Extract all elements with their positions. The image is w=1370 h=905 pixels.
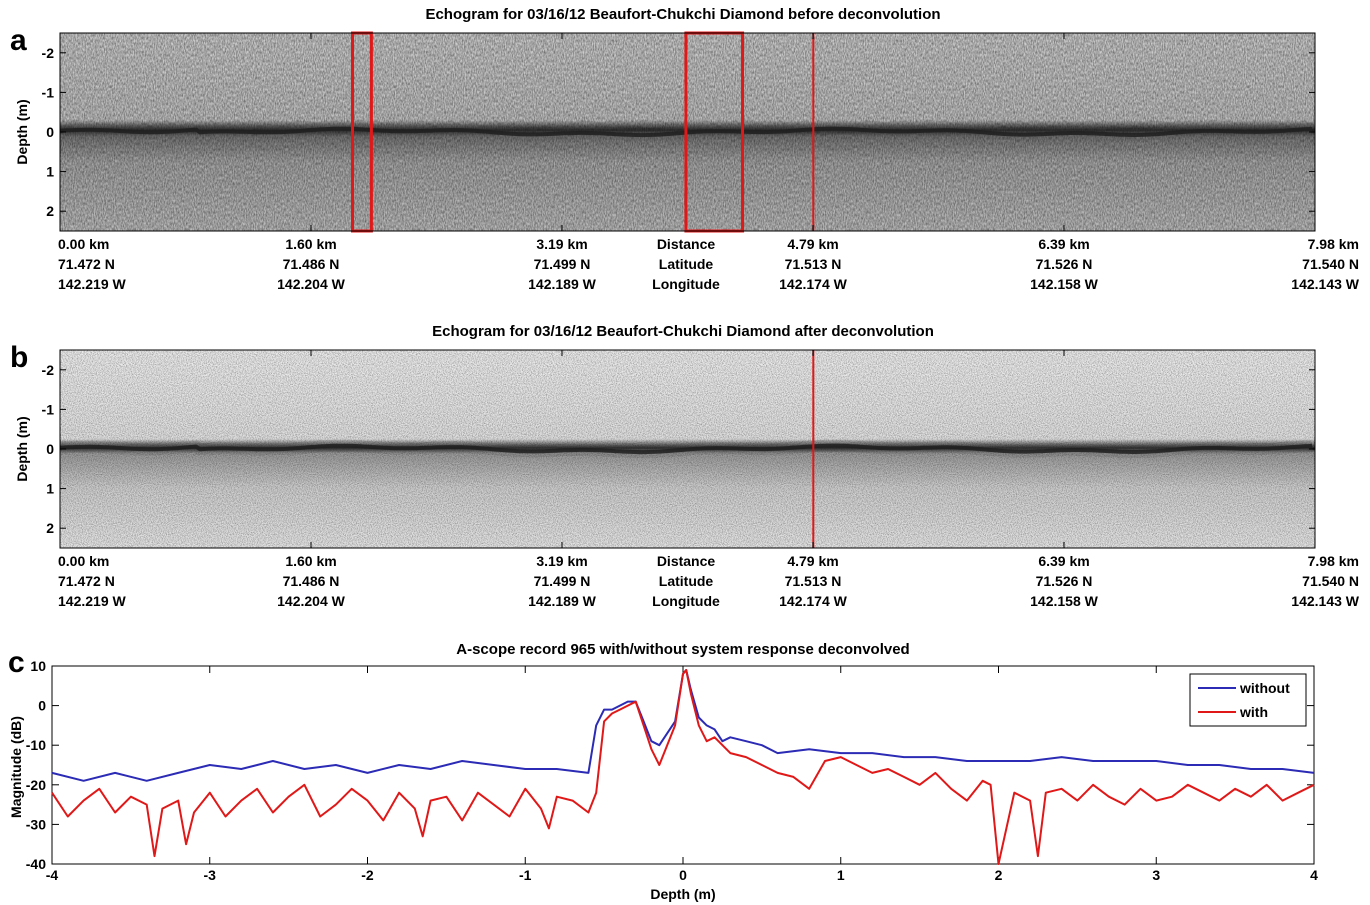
y-tick-label: 1 <box>46 164 54 180</box>
y-tick-label: -10 <box>26 737 46 753</box>
x-tick-label: 71.513 N <box>785 573 842 589</box>
x-tick-label: 71.526 N <box>1036 256 1093 272</box>
y-tick-label: -1 <box>42 84 55 100</box>
legend: without with <box>1189 673 1307 727</box>
y-tick-label: 2 <box>46 203 54 219</box>
x-tick-label: 142.204 W <box>277 593 345 609</box>
x-tick-label: 71.540 N <box>1302 256 1359 272</box>
x-tick-label: 142.204 W <box>277 276 345 292</box>
panel-a-ylabel: Depth (m) <box>14 99 30 164</box>
x-tick-label: 71.526 N <box>1036 573 1093 589</box>
x-tick-label: 2 <box>995 867 1003 883</box>
x-tick-label: 1.60 km <box>285 553 336 569</box>
x-tick-label: -1 <box>519 867 532 883</box>
echogram-panel-b: b Echogram for 03/16/12 Beaufort-Chukchi… <box>10 323 1360 609</box>
x-tick-label: -4 <box>46 867 59 883</box>
x-tick-label: 4.79 km <box>787 553 838 569</box>
panel-letter-a: a <box>10 24 27 57</box>
x-axis-name: Longitude <box>652 276 720 292</box>
x-tick-label: 71.486 N <box>283 573 340 589</box>
x-tick-label: 142.189 W <box>528 276 596 292</box>
x-tick-label: 71.499 N <box>534 256 591 272</box>
x-axis-name: Latitude <box>659 573 714 589</box>
x-tick-label: 71.499 N <box>534 573 591 589</box>
y-tick-label: -40 <box>26 856 46 872</box>
x-tick-label: 0.00 km <box>58 553 109 569</box>
x-axis-name: Longitude <box>652 593 720 609</box>
panel-letter-c: c <box>8 646 25 679</box>
panel-c-xlabel: Depth (m) <box>650 886 715 902</box>
x-tick-label: -3 <box>204 867 217 883</box>
panel-a-title: Echogram for 03/16/12 Beaufort-Chukchi D… <box>425 6 940 23</box>
x-tick-label: 7.98 km <box>1308 236 1359 252</box>
y-tick-label: 2 <box>46 520 54 536</box>
legend-label-without: without <box>1239 680 1290 696</box>
x-tick-label: 0 <box>679 867 687 883</box>
x-tick-label: -2 <box>361 867 374 883</box>
series-line-with <box>51 669 1315 865</box>
ascope-panel-c: c A-scope record 965 with/without system… <box>8 641 1318 902</box>
x-tick-label: 3 <box>1152 867 1160 883</box>
x-tick-label: 71.472 N <box>58 573 115 589</box>
x-tick-label: 3.19 km <box>536 236 587 252</box>
y-tick-label: -20 <box>26 777 46 793</box>
plot-c-frame <box>51 665 1315 865</box>
x-tick-label: 71.472 N <box>58 256 115 272</box>
y-tick-label: 0 <box>46 124 54 140</box>
x-tick-label: 4 <box>1310 867 1318 883</box>
panel-c-title: A-scope record 965 with/without system r… <box>456 641 909 658</box>
x-tick-label: 1 <box>837 867 845 883</box>
y-tick-label: -2 <box>42 362 55 378</box>
echogram-panel-a: a Echogram for 03/16/12 Beaufort-Chukchi… <box>10 6 1360 292</box>
surface-echo-halo <box>59 439 1313 459</box>
x-tick-label: 142.158 W <box>1030 276 1098 292</box>
y-tick-label: -30 <box>26 816 46 832</box>
legend-box <box>1189 673 1307 727</box>
surface-echo <box>59 443 1313 455</box>
y-tick-label: -1 <box>42 401 55 417</box>
x-tick-label: 142.158 W <box>1030 593 1098 609</box>
x-tick-label: 6.39 km <box>1038 236 1089 252</box>
x-tick-label: 142.143 W <box>1291 276 1359 292</box>
panel-b-title: Echogram for 03/16/12 Beaufort-Chukchi D… <box>432 323 934 340</box>
panel-b-ylabel: Depth (m) <box>14 416 30 481</box>
x-tick-label: 71.513 N <box>785 256 842 272</box>
x-tick-label: 4.79 km <box>787 236 838 252</box>
x-tick-label: 142.219 W <box>58 276 126 292</box>
y-tick-label: -2 <box>42 45 55 61</box>
y-tick-label: 0 <box>38 698 46 714</box>
y-tick-label: 10 <box>30 658 46 674</box>
echogram-b-surface <box>59 439 1313 459</box>
x-tick-label: 6.39 km <box>1038 553 1089 569</box>
x-tick-label: 142.219 W <box>58 593 126 609</box>
x-tick-label: 142.189 W <box>528 593 596 609</box>
y-tick-label: 1 <box>46 481 54 497</box>
x-tick-label: 142.174 W <box>779 276 847 292</box>
x-tick-label: 142.174 W <box>779 593 847 609</box>
legend-label-with: with <box>1239 704 1268 720</box>
x-tick-label: 1.60 km <box>285 236 336 252</box>
x-tick-label: 3.19 km <box>536 553 587 569</box>
x-tick-label: 7.98 km <box>1308 553 1359 569</box>
x-axis-name: Distance <box>657 236 716 252</box>
x-tick-label: 71.486 N <box>283 256 340 272</box>
x-tick-label: 142.143 W <box>1291 593 1359 609</box>
y-tick-label: 0 <box>46 441 54 457</box>
x-axis-name: Distance <box>657 553 716 569</box>
panel-c-ylabel: Magnitude (dB) <box>8 716 24 818</box>
x-tick-label: 71.540 N <box>1302 573 1359 589</box>
x-tick-label: 0.00 km <box>58 236 109 252</box>
panel-letter-b: b <box>10 341 28 374</box>
x-axis-name: Latitude <box>659 256 714 272</box>
